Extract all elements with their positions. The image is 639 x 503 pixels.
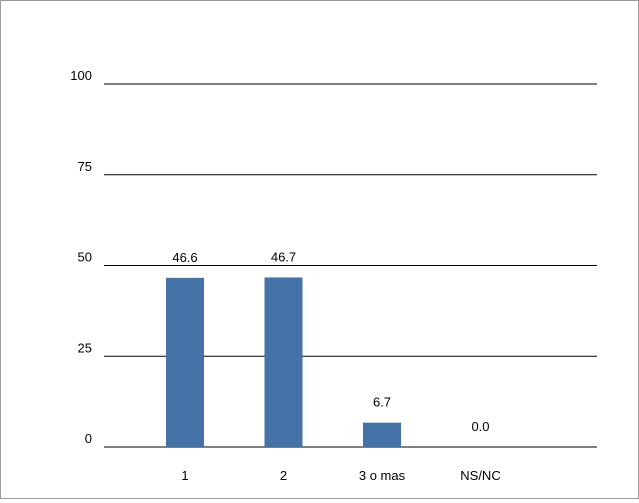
x-axis-ticks: 1 2 3 o mas NS/NC <box>181 468 500 483</box>
bar-0 <box>166 277 204 447</box>
data-label-3: 0.0 <box>471 419 489 434</box>
y-tick-label-0: 0 <box>85 431 92 446</box>
data-labels: 46.6 46.7 6.7 0.0 <box>172 249 489 434</box>
data-label-1: 46.7 <box>271 249 296 264</box>
y-tick-label-75: 75 <box>78 159 92 174</box>
x-tick-label-0: 1 <box>181 468 188 483</box>
y-tick-label-25: 25 <box>78 340 92 355</box>
x-tick-label-3: NS/NC <box>460 468 500 483</box>
y-tick-label-100: 100 <box>70 68 92 83</box>
x-tick-label-2: 3 o mas <box>359 468 406 483</box>
bar-1 <box>264 277 303 447</box>
y-tick-label-50: 50 <box>78 250 92 265</box>
data-label-0: 46.6 <box>172 250 197 265</box>
data-label-2: 6.7 <box>373 395 391 410</box>
y-axis-ticks: 0 25 50 75 100 <box>70 68 92 446</box>
bar-2 <box>363 422 401 447</box>
bars <box>166 277 401 447</box>
x-tick-label-1: 2 <box>280 468 287 483</box>
